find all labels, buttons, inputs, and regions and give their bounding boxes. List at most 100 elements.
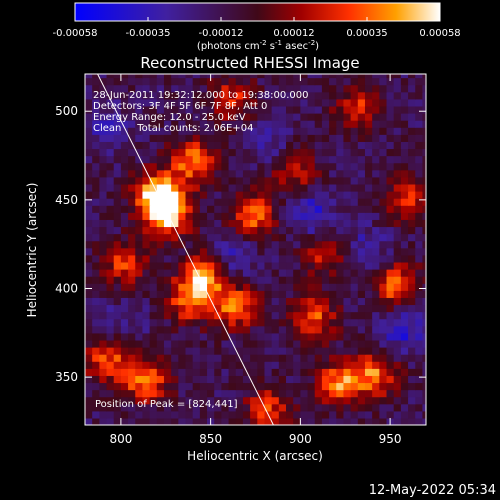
heatmap-cell [343,311,352,320]
heatmap-cell [393,205,402,213]
heatmap-cell [142,290,151,298]
heatmap-cell [149,361,158,369]
heatmap-cell [372,91,380,100]
heatmap-cell [307,226,316,235]
heatmap-cell [372,183,380,192]
heatmap-cell [329,269,337,277]
heatmap-cell [321,120,330,128]
heatmap-cell [300,98,309,107]
heatmap-cell [163,84,172,93]
heatmap-cell [386,283,395,291]
heatmap-cell [120,219,129,228]
heatmap-cell [293,84,301,93]
heatmap-cell [321,382,330,391]
heatmap-cell [336,403,345,412]
heatmap-cell [408,318,416,327]
heatmap-cell [422,318,426,327]
heatmap-cell [85,162,93,171]
heatmap-cell [242,198,251,206]
heatmap-cell [293,375,301,384]
heatmap-cell [221,410,230,419]
heatmap-cell [278,410,287,419]
heatmap-cell [372,98,380,107]
heatmap-cell [92,403,100,412]
heatmap-cell [250,198,258,206]
heatmap-cell [185,375,194,384]
heatmap-cell [99,148,108,157]
heatmap-cell [408,198,416,206]
heatmap-cell [235,77,244,86]
heatmap-cell [214,368,222,376]
heatmap-cell [171,368,179,376]
heatmap-cell [128,247,136,256]
heatmap-cell [135,339,144,348]
heatmap-cell [120,84,129,93]
heatmap-cell [286,410,294,419]
heatmap-cell [422,240,426,249]
heatmap-cell [408,389,416,398]
heatmap-cell [393,368,402,376]
heatmap-cell [214,226,222,235]
heatmap-cell [257,261,266,270]
heatmap-cell [278,347,287,355]
heatmap-cell [92,361,100,369]
heatmap-cell [286,91,294,100]
heatmap-cell [300,318,309,327]
heatmap-cell [408,91,416,100]
heatmap-cell [400,354,409,362]
heatmap-cell [300,134,309,142]
heatmap-cell [250,368,258,376]
heatmap-cell [286,368,294,376]
heatmap-cell [163,219,172,228]
heatmap-cell [192,191,201,199]
heatmap-cell [235,339,244,348]
heatmap-cell [293,247,301,256]
heatmap-cell [343,417,352,425]
heatmap-cell [99,304,108,313]
heatmap-cell [113,233,122,242]
heatmap-cell [271,297,280,306]
heatmap-cell [235,105,244,114]
heatmap-cell [408,368,416,376]
heatmap-cell [250,347,258,355]
heatmap-cell [408,162,416,171]
heatmap-cell [278,297,287,306]
heatmap-cell [228,311,237,320]
heatmap-cell [379,162,388,171]
heatmap-cell [120,354,129,362]
heatmap-cell [171,354,179,362]
heatmap-cell [329,226,337,235]
heatmap-cell [343,396,352,405]
heatmap-cell [400,254,409,263]
heatmap-cell [192,382,201,391]
heatmap-cell [357,176,366,185]
heatmap-cell [372,240,380,249]
heatmap-cell [350,354,359,362]
heatmap-cell [156,219,165,228]
heatmap-cell [379,212,388,220]
heatmap-cell [379,191,388,199]
heatmap-cell [357,354,366,362]
heatmap-cell [400,176,409,185]
heatmap-cell [408,354,416,362]
heatmap-cell [415,403,424,412]
heatmap-cell [343,403,352,412]
heatmap-cell [250,283,258,291]
heatmap-cell [393,141,402,150]
heatmap-cell [192,98,201,107]
heatmap-cell [329,105,337,114]
heatmap-cell [192,226,201,235]
heatmap-cell [85,297,93,306]
heatmap-cell [257,198,266,206]
heatmap-cell [235,141,244,150]
heatmap-cell [372,113,380,121]
heatmap-cell [264,347,273,355]
heatmap-cell [235,233,244,242]
heatmap-cell [99,98,108,107]
heatmap-cell [207,176,215,185]
heatmap-cell [250,361,258,369]
heatmap-cell [221,155,230,164]
heatmap-cell [207,120,215,128]
heatmap-cell [307,141,316,150]
heatmap-cell [350,283,359,291]
